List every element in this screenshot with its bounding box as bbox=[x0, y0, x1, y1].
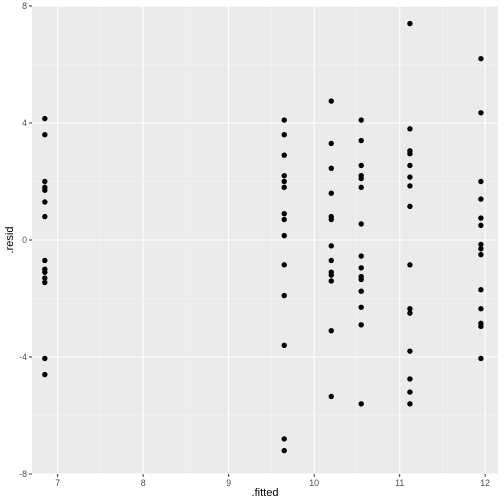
data-point bbox=[281, 178, 287, 185]
data-point bbox=[407, 310, 413, 316]
data-point bbox=[328, 216, 334, 223]
x-tick-label: 11 bbox=[395, 478, 404, 488]
data-point bbox=[358, 265, 364, 271]
data-point bbox=[478, 215, 484, 221]
data-point bbox=[42, 178, 48, 185]
x-tick-label: 7 bbox=[55, 478, 60, 488]
data-point bbox=[42, 275, 48, 281]
data-point bbox=[358, 117, 364, 123]
data-point bbox=[42, 213, 48, 220]
y-tick-label: -4 bbox=[19, 352, 27, 362]
minor-gridlines-y bbox=[32, 64, 498, 416]
x-axis-tick-labels: 7 8 9 10 11 12 bbox=[55, 478, 490, 488]
data-point bbox=[478, 222, 484, 229]
data-point bbox=[407, 262, 413, 268]
y-tick-label: -8 bbox=[19, 469, 27, 479]
data-point bbox=[358, 276, 364, 283]
data-point bbox=[358, 322, 364, 328]
data-point bbox=[281, 184, 287, 191]
data-point bbox=[328, 140, 334, 147]
x-tick-label: 8 bbox=[141, 478, 146, 488]
x-tick-label: 12 bbox=[480, 478, 490, 488]
y-axis-tick-labels: -8 -4 0 4 8 bbox=[19, 1, 27, 479]
data-point bbox=[358, 162, 364, 169]
data-point bbox=[42, 115, 48, 122]
data-point bbox=[42, 187, 48, 193]
data-point bbox=[358, 401, 364, 407]
data-point bbox=[328, 327, 334, 334]
data-point bbox=[42, 132, 48, 138]
data-point bbox=[407, 203, 413, 210]
data-point bbox=[478, 306, 484, 312]
data-point bbox=[358, 288, 364, 294]
data-point bbox=[407, 401, 413, 407]
data-point bbox=[328, 393, 334, 400]
data-points bbox=[42, 20, 484, 454]
data-point bbox=[478, 196, 484, 202]
data-point bbox=[407, 162, 413, 169]
data-point bbox=[478, 241, 484, 248]
data-point bbox=[281, 172, 287, 179]
data-point bbox=[478, 251, 484, 258]
data-point bbox=[281, 117, 287, 123]
data-point bbox=[281, 152, 287, 158]
data-point bbox=[328, 165, 334, 172]
data-point bbox=[281, 210, 287, 217]
data-point bbox=[281, 342, 287, 348]
data-point bbox=[358, 175, 364, 182]
data-point bbox=[328, 272, 334, 278]
data-point bbox=[358, 137, 364, 144]
data-point bbox=[281, 436, 287, 442]
data-point bbox=[281, 447, 287, 454]
y-axis-title: .resid bbox=[4, 227, 16, 254]
data-point bbox=[407, 348, 413, 354]
data-point bbox=[478, 246, 484, 252]
x-axis-title: .fitted bbox=[252, 487, 279, 499]
data-point bbox=[281, 232, 287, 239]
data-point bbox=[478, 110, 484, 116]
x-tick-label: 9 bbox=[226, 478, 231, 488]
y-tick-label: 0 bbox=[22, 235, 27, 245]
data-point bbox=[358, 221, 364, 227]
data-point bbox=[478, 323, 484, 329]
data-point bbox=[407, 183, 413, 189]
x-tick-label: 10 bbox=[309, 478, 319, 488]
data-point bbox=[358, 304, 364, 310]
data-point bbox=[478, 287, 484, 293]
data-point bbox=[328, 190, 334, 196]
y-axis-ticks bbox=[29, 5, 32, 475]
data-point bbox=[281, 216, 287, 223]
data-point bbox=[358, 253, 364, 259]
data-point bbox=[478, 55, 484, 62]
data-point bbox=[407, 20, 413, 27]
data-point bbox=[407, 126, 413, 132]
data-point bbox=[42, 257, 48, 264]
data-point bbox=[358, 184, 364, 191]
data-point bbox=[328, 98, 334, 104]
data-point bbox=[407, 376, 413, 382]
data-point bbox=[281, 292, 287, 299]
data-point bbox=[281, 262, 287, 268]
data-point bbox=[328, 243, 334, 249]
data-point bbox=[478, 178, 484, 185]
data-point bbox=[42, 279, 48, 286]
data-point bbox=[478, 355, 484, 362]
y-tick-label: 8 bbox=[22, 1, 27, 11]
x-axis-ticks bbox=[57, 474, 486, 477]
data-point bbox=[407, 306, 413, 312]
data-point bbox=[407, 389, 413, 395]
data-point bbox=[42, 371, 48, 378]
data-point bbox=[328, 257, 334, 264]
data-point bbox=[407, 151, 413, 157]
data-point bbox=[42, 269, 48, 275]
y-tick-label: 4 bbox=[22, 118, 27, 128]
data-point bbox=[407, 174, 413, 180]
data-point bbox=[328, 278, 334, 284]
data-point bbox=[42, 355, 48, 362]
data-point bbox=[281, 132, 287, 138]
data-point bbox=[42, 199, 48, 205]
major-gridlines-y bbox=[32, 5, 498, 475]
